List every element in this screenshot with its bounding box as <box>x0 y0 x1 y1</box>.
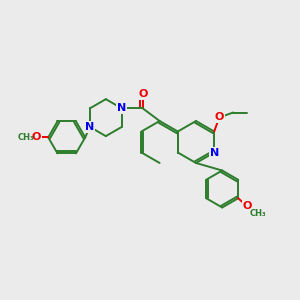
Text: N: N <box>117 103 127 113</box>
Text: O: O <box>32 132 41 142</box>
Text: N: N <box>85 122 94 132</box>
Text: N: N <box>117 103 127 113</box>
Text: CH₃: CH₃ <box>249 209 266 218</box>
Text: O: O <box>214 112 224 122</box>
Text: N: N <box>210 148 219 158</box>
Text: O: O <box>242 201 252 211</box>
Text: CH₃: CH₃ <box>18 133 34 142</box>
Text: O: O <box>138 89 148 99</box>
